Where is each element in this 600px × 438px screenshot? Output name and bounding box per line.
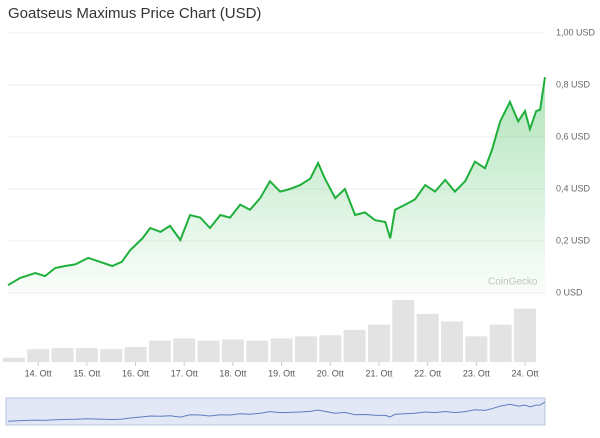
volume-bar <box>392 300 415 362</box>
volume-bar <box>343 329 366 362</box>
volume-bar <box>465 336 488 362</box>
x-tick-label: 15. Ott <box>73 368 101 378</box>
volume-bar <box>124 347 147 362</box>
volume-bar <box>319 335 342 362</box>
volume-bar <box>294 336 317 362</box>
x-tick-label: 16. Ott <box>122 368 150 378</box>
volume-bar <box>514 308 537 362</box>
navigator-line <box>7 401 546 422</box>
chart-title: Goatseus Maximus Price Chart (USD) <box>8 5 261 22</box>
y-tick-label: 0,2 USD <box>556 235 591 245</box>
x-tick-label: 24. Ott <box>512 368 540 378</box>
volume-bar <box>2 357 25 362</box>
volume-bar <box>489 324 512 362</box>
volume-bar <box>221 339 244 362</box>
y-tick-label: 0,6 USD <box>556 131 591 141</box>
volume-bar <box>441 321 464 362</box>
volume-bar <box>416 313 439 362</box>
volume-bar <box>148 340 171 362</box>
x-tick-label: 20. Ott <box>317 368 345 378</box>
volume-bar <box>75 348 98 362</box>
x-tick-label: 23. Ott <box>463 368 491 378</box>
x-tick-label: 18. Ott <box>219 368 247 378</box>
y-tick-label: 0 USD <box>556 287 583 297</box>
volume-bar <box>51 348 74 362</box>
y-tick-label: 0,4 USD <box>556 183 591 193</box>
volume-bar <box>27 349 50 362</box>
x-tick-label: 19. Ott <box>268 368 296 378</box>
price-area <box>8 77 545 293</box>
volume-bar <box>367 324 390 362</box>
y-tick-label: 0,8 USD <box>556 79 591 89</box>
volume-bar <box>173 338 196 362</box>
y-tick-label: 1,00 USD <box>556 27 596 37</box>
volume-bar <box>246 340 269 362</box>
x-tick-label: 17. Ott <box>171 368 199 378</box>
volume-bar <box>270 338 293 362</box>
x-tick-label: 22. Ott <box>414 368 442 378</box>
volume-bar <box>100 349 123 362</box>
volume-bar <box>197 340 220 362</box>
price-line <box>7 77 546 287</box>
navigator <box>5 397 546 426</box>
x-tick-label: 21. Ott <box>365 368 393 378</box>
x-tick-label: 14. Ott <box>25 368 53 378</box>
